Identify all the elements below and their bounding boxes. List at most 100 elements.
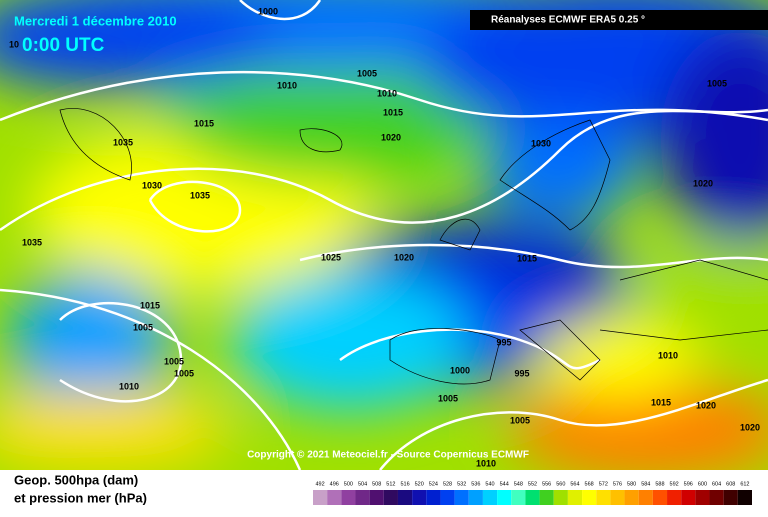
isobar-label: 1030: [142, 180, 162, 190]
scale-label: 500: [344, 481, 353, 487]
scale-label: 528: [443, 481, 452, 487]
color-swatch: [369, 490, 384, 505]
isobar-label: 1025: [321, 252, 341, 262]
scale-label: 548: [514, 481, 523, 487]
scale-label: 532: [457, 481, 466, 487]
scale-label: 600: [698, 481, 707, 487]
isobar-label: 1020: [740, 422, 760, 432]
scale-label: 512: [386, 481, 395, 487]
isobar-label: 1010: [658, 350, 678, 360]
scale-label: 604: [712, 481, 721, 487]
isobar-label: 1010: [119, 381, 139, 391]
scale-label: 560: [556, 481, 565, 487]
color-swatch: [412, 490, 427, 505]
scale-label: 592: [670, 481, 679, 487]
scale-label: 492: [315, 481, 324, 487]
isobar-label: 1010: [476, 458, 496, 468]
color-swatch: [709, 490, 724, 505]
isobar-label: 1030: [531, 138, 551, 148]
color-swatch: [327, 490, 342, 505]
color-swatch: [582, 490, 597, 505]
isobar-label: 1010: [377, 88, 397, 98]
scale-label: 544: [500, 481, 509, 487]
isobar-label: 1010: [277, 80, 297, 90]
scale-label: 556: [542, 481, 551, 487]
isobar-label: 1005: [438, 393, 458, 403]
isobar-label: 1015: [194, 118, 214, 128]
scale-label: 524: [429, 481, 438, 487]
color-swatch: [596, 490, 611, 505]
isobar-label: 995: [514, 368, 529, 378]
isobar-label: 1005: [174, 368, 194, 378]
geopotential-field: [0, 0, 768, 470]
scale-label: 568: [585, 481, 594, 487]
source-banner: [470, 10, 768, 30]
color-swatch: [539, 490, 554, 505]
isobar-label: 1035: [22, 237, 42, 247]
isobar-label: 1005: [133, 322, 153, 332]
color-swatch: [468, 490, 483, 505]
scale-label: 496: [330, 481, 339, 487]
isobar-label: 1020: [696, 400, 716, 410]
color-swatch: [624, 490, 639, 505]
isobar-label: 1020: [381, 132, 401, 142]
color-swatch: [667, 490, 682, 505]
color-swatch: [525, 490, 540, 505]
scale-label: 608: [726, 481, 735, 487]
scale-label: 536: [471, 481, 480, 487]
isobar-label: 1005: [357, 68, 377, 78]
scale-label: 504: [358, 481, 367, 487]
color-swatch: [681, 490, 696, 505]
color-swatch: [454, 490, 469, 505]
scale-label: 612: [740, 481, 749, 487]
isobar-label: 1020: [394, 252, 414, 262]
isobar-label: 1015: [383, 107, 403, 117]
isobar-label: 995: [496, 337, 511, 347]
scale-label: 588: [655, 481, 664, 487]
copyright: Copyright © 2021 Meteociel.fr - Source C…: [247, 450, 529, 461]
color-swatch: [341, 490, 356, 505]
isobars: [0, 0, 768, 470]
scale-label: 508: [372, 481, 381, 487]
color-swatch: [440, 490, 455, 505]
isobar-label: 10: [9, 39, 19, 49]
scale-label: 576: [613, 481, 622, 487]
legend-subtitle: et pression mer (hPa): [14, 490, 147, 505]
color-swatch: [737, 490, 752, 505]
color-swatch: [426, 490, 441, 505]
source: Réanalyses ECMWF ERA5 0.25 °: [491, 15, 645, 26]
color-swatch: [553, 490, 568, 505]
color-swatch: [397, 490, 413, 505]
color-scale: 492 496 500 504 508 512 516 520 524 528 532 536 540 5…: [313, 481, 752, 505]
color-swatch: [695, 490, 710, 505]
isobar-label: 1005: [510, 415, 530, 425]
legend-title: Geop. 500hpa (dam): [14, 472, 138, 487]
time: 0:00 UTC: [22, 35, 105, 56]
color-swatch: [610, 490, 625, 505]
isobar-label: 1015: [651, 397, 671, 407]
scale-label: 580: [627, 481, 636, 487]
color-swatch: [383, 490, 398, 505]
isobar-label: 1000: [258, 6, 278, 16]
color-swatch: [355, 490, 370, 505]
scale-label: 572: [599, 481, 608, 487]
scale-label: 552: [528, 481, 537, 487]
date: Mercredi 1 décembre 2010: [14, 13, 177, 28]
isobar-label: 1005: [707, 78, 727, 88]
scale-label: 520: [415, 481, 424, 487]
color-swatch: [313, 490, 328, 505]
isobar-label: 1020: [693, 178, 713, 188]
isobar-label: 1000: [450, 365, 470, 375]
coastlines: [59, 108, 768, 385]
isobar-label: 1015: [140, 300, 160, 310]
color-swatch: [638, 490, 653, 505]
isobar-label: 1005: [164, 356, 184, 366]
color-swatch: [497, 490, 512, 505]
isobar-label: 1015: [517, 253, 537, 263]
scale-label: 584: [641, 481, 650, 487]
color-swatch: [723, 490, 738, 505]
color-swatch: [567, 490, 583, 505]
color-swatch: [511, 490, 526, 505]
